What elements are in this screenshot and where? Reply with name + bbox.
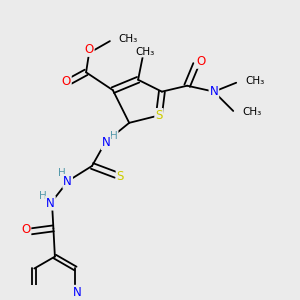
Text: H: H <box>39 191 47 201</box>
Text: O: O <box>21 224 30 236</box>
Text: CH₃: CH₃ <box>242 107 261 118</box>
Text: N: N <box>73 286 81 299</box>
Text: O: O <box>61 75 71 88</box>
Text: N: N <box>46 196 55 210</box>
Text: O: O <box>196 55 205 68</box>
Text: O: O <box>84 43 94 56</box>
Text: N: N <box>102 136 110 149</box>
Text: S: S <box>155 109 163 122</box>
Text: S: S <box>117 170 124 183</box>
Text: H: H <box>58 168 66 178</box>
Text: CH₃: CH₃ <box>135 46 154 56</box>
Text: CH₃: CH₃ <box>245 76 264 86</box>
Text: N: N <box>63 175 72 188</box>
Text: CH₃: CH₃ <box>118 34 137 44</box>
Text: N: N <box>209 85 218 98</box>
Text: H: H <box>110 130 118 141</box>
